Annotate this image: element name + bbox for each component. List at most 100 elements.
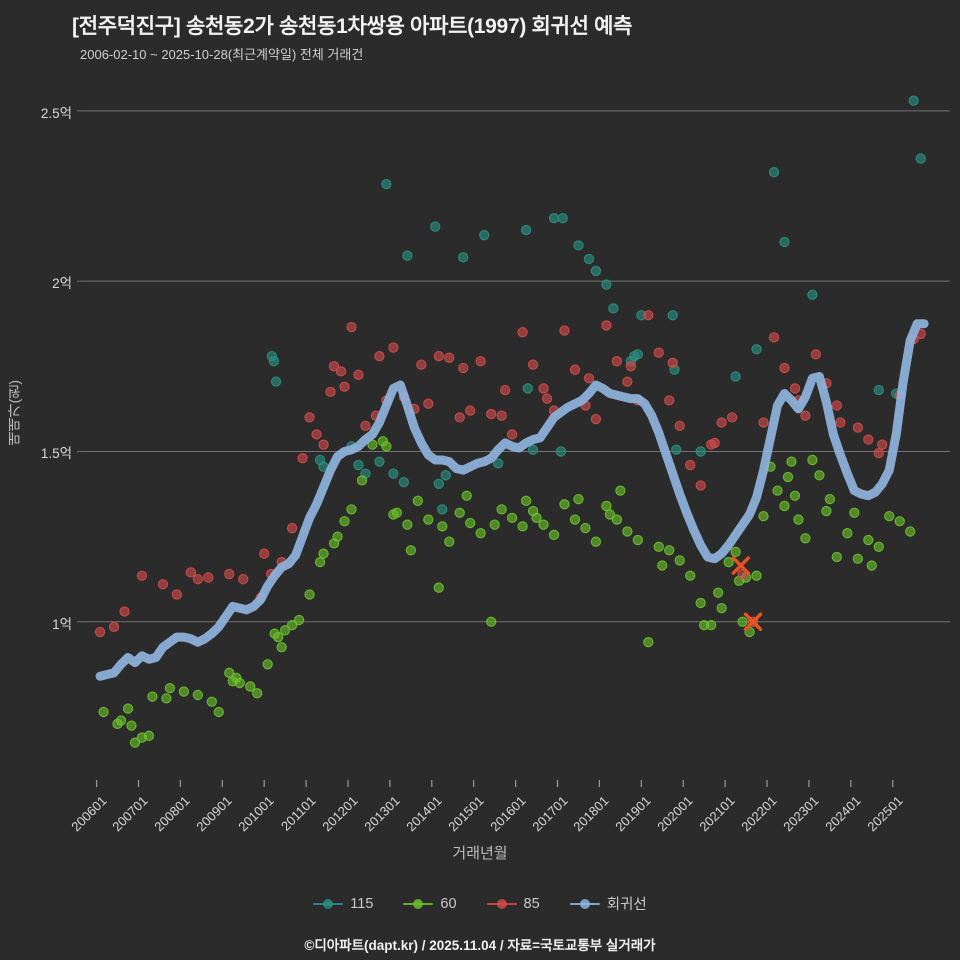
data-point xyxy=(569,364,581,375)
scatter-points-layer xyxy=(94,95,926,748)
data-point xyxy=(555,446,567,457)
data-point xyxy=(611,356,623,367)
data-point xyxy=(293,614,305,626)
data-point xyxy=(496,410,507,421)
x-tick-marks xyxy=(95,780,894,787)
data-point xyxy=(695,597,706,609)
data-point xyxy=(388,468,399,479)
data-point xyxy=(664,395,675,406)
data-point xyxy=(863,434,874,445)
legend-marker-icon xyxy=(313,897,344,911)
data-point xyxy=(522,383,533,394)
data-point xyxy=(346,504,357,515)
data-point xyxy=(147,691,158,702)
data-point xyxy=(632,349,643,360)
legend-marker-icon xyxy=(403,897,434,911)
data-point xyxy=(622,526,633,537)
series-85 xyxy=(94,310,926,638)
data-point xyxy=(541,393,553,404)
data-point xyxy=(758,511,769,522)
data-point xyxy=(192,689,203,701)
y-axis-tick-label: 2.5억 xyxy=(40,105,72,121)
data-point xyxy=(440,470,451,481)
data-point xyxy=(601,279,612,290)
data-point xyxy=(353,369,364,380)
data-point xyxy=(213,706,224,718)
data-point xyxy=(164,683,176,694)
data-point xyxy=(286,522,298,534)
data-point xyxy=(437,504,448,515)
data-point xyxy=(768,167,780,178)
legend-item-115[interactable]: 115 xyxy=(313,896,373,912)
data-point xyxy=(486,616,497,627)
legend-label: 60 xyxy=(440,895,457,912)
data-point xyxy=(458,362,469,374)
chart-subtitle: 2006-02-10 ~ 2025-10-28(최근계약일) 전체 거래건 xyxy=(80,47,364,62)
data-point xyxy=(492,458,504,469)
data-point xyxy=(122,703,134,714)
chart-legend: 115 60 85 회귀선 xyxy=(0,893,960,914)
data-point xyxy=(388,509,399,520)
data-point xyxy=(465,517,476,529)
data-point xyxy=(272,631,284,643)
data-point xyxy=(520,224,532,236)
data-point xyxy=(297,453,308,464)
legend-item-60[interactable]: 60 xyxy=(403,895,457,912)
data-point xyxy=(590,265,602,277)
data-point xyxy=(454,412,465,423)
data-point xyxy=(339,516,350,527)
data-point xyxy=(360,420,371,432)
series-115 xyxy=(266,95,926,515)
data-point xyxy=(615,485,626,496)
data-point xyxy=(486,408,497,420)
data-point xyxy=(245,681,256,692)
cancelled-transaction-marker xyxy=(743,612,763,631)
legend-item-회귀선[interactable]: 회귀선 xyxy=(569,893,647,914)
data-point xyxy=(667,310,678,321)
legend-marker-icon xyxy=(486,897,517,911)
data-point xyxy=(185,567,196,578)
data-point xyxy=(461,490,472,501)
data-point xyxy=(751,570,762,581)
data-point xyxy=(262,659,273,670)
data-point xyxy=(353,459,364,471)
data-point xyxy=(831,400,843,411)
legend-item-85[interactable]: 85 xyxy=(486,896,540,912)
data-point xyxy=(115,715,127,726)
data-point xyxy=(674,555,685,566)
data-point xyxy=(178,686,190,697)
data-point xyxy=(527,359,539,370)
y-axis-tick-label: 1억 xyxy=(52,616,72,632)
data-point xyxy=(374,456,385,467)
data-point xyxy=(304,589,315,600)
x-axis-title: 거래년월 xyxy=(452,845,508,862)
data-point xyxy=(716,602,727,614)
regression-line xyxy=(95,319,929,681)
data-point xyxy=(866,560,877,571)
data-point xyxy=(224,568,235,580)
legend-label: 115 xyxy=(350,895,374,912)
data-point xyxy=(611,514,623,525)
data-point xyxy=(328,538,340,549)
data-point xyxy=(527,444,539,455)
data-point xyxy=(601,320,612,331)
data-point xyxy=(499,384,511,396)
data-point xyxy=(604,509,616,520)
data-point xyxy=(583,253,595,265)
data-point xyxy=(573,493,584,505)
data-point xyxy=(737,616,748,627)
data-point xyxy=(203,572,214,583)
data-point xyxy=(238,574,249,585)
data-point xyxy=(374,350,385,362)
data-point xyxy=(751,344,762,355)
data-point xyxy=(580,522,591,534)
chart-title: [전주덕진구] 송천동2가 송천동1차쌍용 아파트(1997) 회귀선 예측 xyxy=(72,15,633,38)
data-point xyxy=(789,383,801,394)
data-point xyxy=(161,693,172,704)
data-point xyxy=(699,619,710,631)
data-point xyxy=(852,422,863,433)
data-point xyxy=(328,361,340,372)
data-point xyxy=(119,606,130,617)
series-60 xyxy=(98,436,916,748)
